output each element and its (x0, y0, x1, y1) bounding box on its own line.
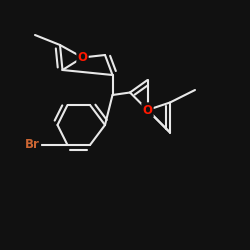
Text: O: O (78, 51, 88, 64)
Text: O: O (142, 104, 152, 117)
Text: Br: Br (25, 138, 40, 151)
